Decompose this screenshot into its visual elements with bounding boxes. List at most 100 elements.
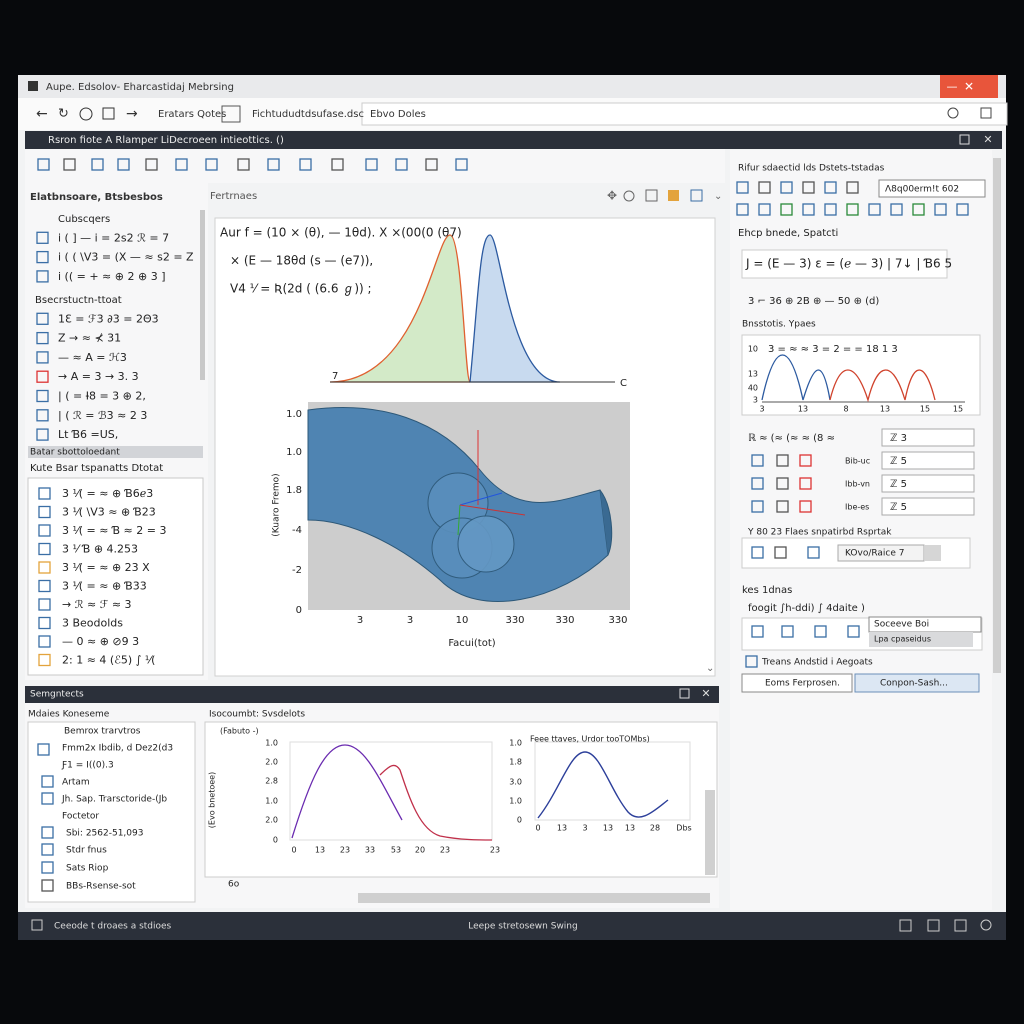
input[interactable] bbox=[881, 451, 975, 470]
icon bbox=[824, 181, 837, 194]
back-button[interactable]: ← bbox=[36, 106, 48, 122]
tool-export[interactable] bbox=[690, 189, 703, 202]
close-button[interactable] bbox=[940, 75, 998, 98]
ribbon-icon bbox=[365, 158, 378, 171]
dropdown[interactable] bbox=[878, 179, 986, 198]
tool-zoom[interactable] bbox=[623, 190, 635, 202]
icon bbox=[41, 775, 54, 788]
x-tick-label: 13 bbox=[315, 846, 325, 855]
workspace-tools: ✥ ⌄ bbox=[607, 189, 722, 203]
ribbon-icon bbox=[425, 158, 438, 171]
y-tick-label: 1.8 bbox=[286, 485, 302, 496]
title-bar bbox=[18, 75, 1006, 98]
icon bbox=[807, 546, 820, 559]
input[interactable] bbox=[881, 474, 975, 493]
tool-more[interactable]: ⌄ bbox=[714, 191, 722, 202]
icon bbox=[799, 500, 812, 513]
axis-label: C bbox=[620, 378, 627, 389]
notes-icon bbox=[781, 625, 794, 638]
select-option[interactable] bbox=[869, 632, 973, 647]
shape-button[interactable] bbox=[925, 545, 941, 561]
tool-color[interactable] bbox=[668, 190, 679, 201]
ribbon-icon bbox=[237, 158, 250, 171]
axis-r bbox=[459, 504, 526, 516]
minimize-icon[interactable]: — bbox=[947, 80, 958, 93]
equation-box bbox=[741, 249, 948, 279]
x-tick-label: 13 bbox=[603, 824, 613, 833]
param-label: Ibb-vn bbox=[845, 480, 870, 489]
x-tick-label: 23 bbox=[340, 846, 350, 855]
layout-button[interactable] bbox=[954, 919, 967, 932]
status-text: Ceeode t droaes a stdioes bbox=[54, 922, 172, 932]
x-tick-label: 13 bbox=[557, 824, 567, 833]
tool-move[interactable]: ✥ bbox=[607, 189, 617, 203]
section-title: kes 1dnas bbox=[742, 585, 792, 596]
icon bbox=[846, 181, 859, 194]
distribution-plot bbox=[329, 234, 615, 383]
button[interactable] bbox=[854, 673, 980, 693]
icon bbox=[36, 351, 49, 364]
list-item: — 0 ≈ ⊕ ⊘9 3 bbox=[62, 635, 139, 648]
formula-item: i ( ] — i = 2s2 ℛ = 7 bbox=[58, 231, 169, 244]
icon bbox=[38, 598, 51, 611]
icon bbox=[37, 743, 50, 756]
scroll-arrow: ⌄ bbox=[706, 663, 714, 674]
y-tick-label: 13 bbox=[748, 370, 758, 379]
icon bbox=[36, 270, 49, 283]
y-tick-label: 1.8 bbox=[509, 758, 522, 767]
icon bbox=[758, 203, 771, 216]
section-title: Kute Bsar tspanatts Dtotat bbox=[30, 463, 163, 474]
object-item: Ƒ1 = I((0).3 bbox=[61, 761, 114, 771]
h-scrollbar[interactable] bbox=[358, 893, 710, 903]
icon bbox=[751, 500, 764, 513]
object-item: Sats Riop bbox=[66, 864, 109, 874]
shape-field[interactable] bbox=[837, 544, 925, 562]
icon bbox=[38, 505, 51, 519]
formula: V4 ⅟ = Ʀ(2d ( (6.6 ℊ)) ; bbox=[230, 282, 372, 296]
ribbon-icon bbox=[205, 158, 218, 171]
search-button[interactable] bbox=[947, 107, 959, 119]
list-item: 3 ⅟( = ≈ ⊕ Ɓ6ℯ3 bbox=[62, 487, 153, 500]
icon bbox=[776, 454, 789, 467]
save-button[interactable] bbox=[102, 107, 115, 120]
history-button[interactable] bbox=[79, 107, 93, 121]
panel-pin[interactable] bbox=[679, 688, 690, 699]
ribbon-icon bbox=[331, 158, 344, 171]
layout-button[interactable] bbox=[899, 919, 912, 932]
ribbon-close[interactable]: ✕ bbox=[983, 133, 992, 146]
right-scrollbar[interactable] bbox=[993, 158, 1001, 673]
panel-close[interactable]: ✕ bbox=[701, 687, 710, 700]
ribbon-tools bbox=[25, 149, 725, 183]
axis-title: Facui(tot) bbox=[448, 638, 495, 649]
status-bar bbox=[18, 912, 1006, 940]
x-tick-label: 23 bbox=[440, 846, 450, 855]
formula: × (E — 18θd (s — (e7)), bbox=[230, 254, 373, 268]
y-tick-label: 0 bbox=[273, 836, 278, 845]
transform-icon bbox=[745, 655, 758, 668]
section-title: Isocoumbt: Svsdelots bbox=[209, 710, 305, 720]
redo-button[interactable]: ↻ bbox=[58, 107, 69, 122]
icon bbox=[799, 477, 812, 490]
y-tick-label: 1.0 bbox=[286, 409, 302, 420]
scrollbar[interactable] bbox=[200, 210, 205, 380]
ribbon-pin[interactable] bbox=[959, 134, 970, 145]
icon bbox=[780, 203, 793, 216]
input[interactable] bbox=[881, 497, 975, 516]
menu-button[interactable] bbox=[980, 107, 992, 119]
input[interactable] bbox=[881, 428, 975, 447]
scrollbar[interactable] bbox=[705, 790, 715, 875]
button[interactable] bbox=[741, 673, 853, 693]
tool-frame[interactable] bbox=[645, 189, 658, 202]
settings-button[interactable] bbox=[980, 919, 992, 931]
forward-button[interactable]: → bbox=[126, 106, 138, 122]
ribbon-icon bbox=[267, 158, 280, 171]
blue-peak bbox=[469, 234, 561, 383]
formula-item: Lt Ɓ6 =US, bbox=[58, 428, 118, 441]
layout-button[interactable] bbox=[927, 919, 940, 932]
y-tick-label: 0 bbox=[517, 816, 522, 825]
icon bbox=[38, 524, 51, 537]
search-field[interactable] bbox=[361, 102, 1008, 126]
notes-icon bbox=[814, 625, 827, 638]
icon bbox=[38, 561, 51, 574]
